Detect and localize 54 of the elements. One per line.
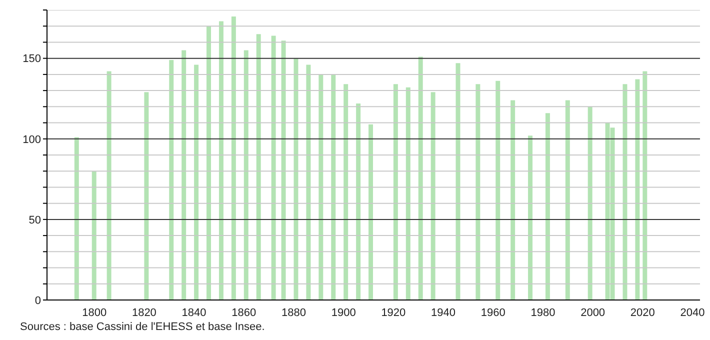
bar [368,124,373,300]
x-tick-label: 1900 [331,306,356,319]
bar [642,71,648,300]
y-tick-label: 150 [22,53,41,66]
bar [256,34,261,300]
x-tick-label: 1960 [480,306,506,319]
bar [545,113,550,300]
bar [344,84,348,300]
bar [622,84,628,300]
bar [182,50,186,300]
x-tick-label: 1820 [132,306,156,319]
bar [281,40,286,300]
bar [318,74,324,300]
x-tick-label: 1840 [182,306,206,319]
bar [418,56,423,300]
bar [565,100,570,300]
bar [528,136,533,300]
bar [331,74,336,300]
bar [231,16,236,300]
x-tick-label: 2000 [580,306,606,319]
bar [244,50,248,300]
y-tick-label: 100 [22,134,41,146]
source-note: Sources : base Cassini de l'EHESS et base Insee. [20,321,265,333]
y-tick-label: 0 [34,294,41,307]
x-tick-label: 1880 [282,306,306,319]
bar [144,92,149,300]
x-tick-label: 1940 [431,306,456,319]
bar [271,36,276,300]
bar [92,171,96,300]
x-tick-label: 1860 [232,306,256,319]
bar [306,64,311,300]
y-tick-label: 50 [28,214,41,226]
bar [218,21,224,300]
bar [294,58,298,300]
bar [496,80,500,300]
bar [456,63,460,300]
x-tick-label: 1800 [82,306,107,319]
bar [588,106,592,300]
x-tick-label: 1920 [381,306,406,319]
bar [169,60,174,300]
x-tick-label: 2040 [680,306,705,319]
bar [106,71,112,300]
bar [635,79,640,300]
bar [476,84,480,300]
bar [74,137,79,300]
bar [206,26,211,300]
bar [406,87,410,300]
bar [430,92,436,300]
bar [393,84,398,300]
bar [356,103,361,300]
bar [194,64,199,300]
x-tick-label: 2020 [630,306,655,319]
x-tick-label: 1980 [530,306,556,319]
bar [510,100,516,300]
